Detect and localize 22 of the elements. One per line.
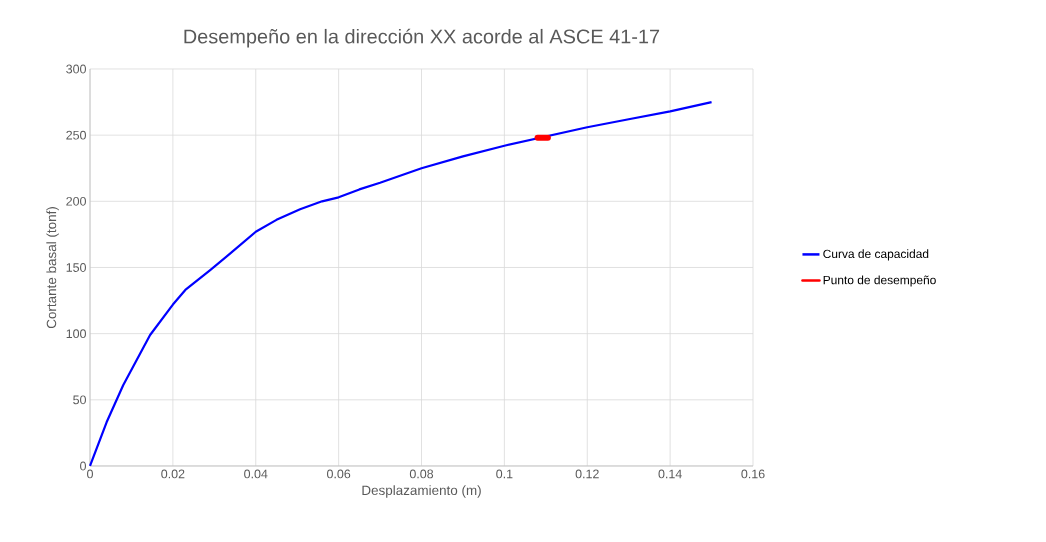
x-tick-label: 0.16 <box>741 469 765 479</box>
x-tick-label: 0.04 <box>244 469 268 479</box>
x-axis-title: Desplazamiento (m) <box>362 485 481 498</box>
x-tick-label: 0.02 <box>161 469 185 479</box>
y-tick-label: 300 <box>66 64 86 74</box>
y-tick-label: 50 <box>73 395 86 405</box>
x-tick-label: 0 <box>87 469 93 479</box>
line-series <box>88 100 713 468</box>
x-tick-label: 0.08 <box>409 469 434 479</box>
y-axis-title: Cortante basal (tonf) <box>46 207 59 329</box>
legend-label: Punto de desempeño <box>823 275 936 287</box>
y-tick-label: 150 <box>66 263 86 272</box>
y-tick-label: 0 <box>80 461 86 471</box>
x-tick-label: 0.14 <box>658 469 682 479</box>
chart-title: Desempeño en la dirección XX acorde al ASCE 41-17 <box>184 28 660 48</box>
y-tick-label: 100 <box>66 329 86 339</box>
y-tick-label: 200 <box>66 196 86 206</box>
legend-label: Curva de capacidad <box>823 249 929 261</box>
x-tick-label: 0.1 <box>496 469 513 479</box>
x-tick-label: 0.06 <box>327 469 351 479</box>
x-tick-label: 0.12 <box>575 469 599 479</box>
y-tick-label: 250 <box>66 130 86 140</box>
